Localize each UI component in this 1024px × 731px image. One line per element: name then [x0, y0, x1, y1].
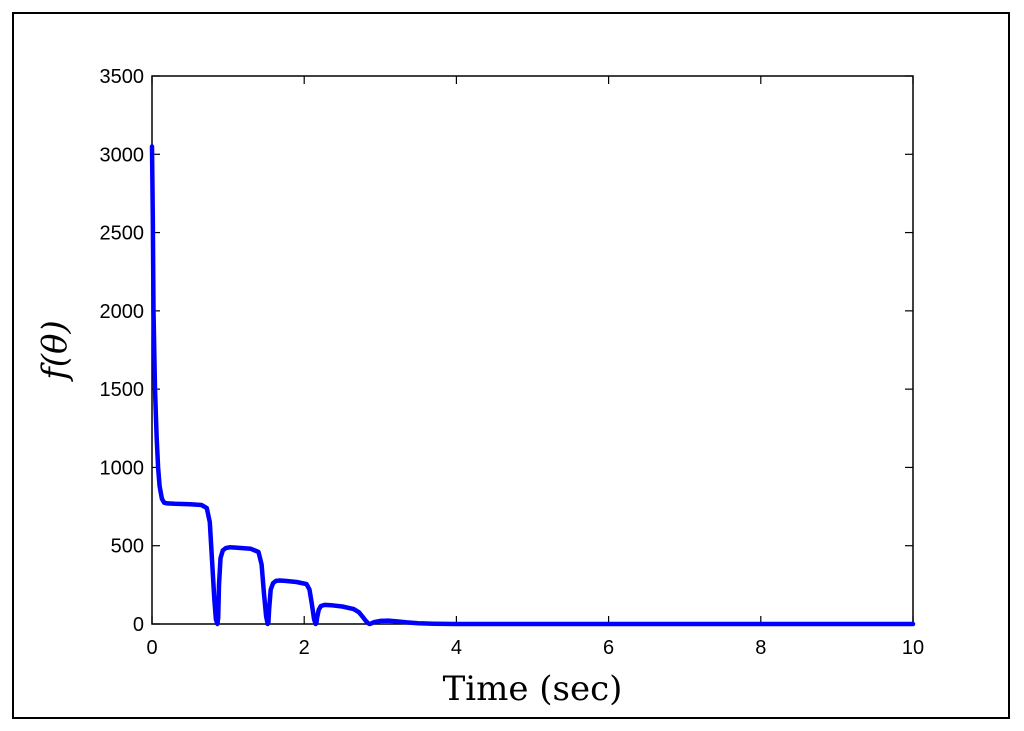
y-tick-label: 2000 [100, 301, 145, 323]
figure-frame [12, 12, 1010, 719]
y-tick-label: 3000 [100, 144, 145, 166]
x-tick-label: 4 [451, 637, 462, 659]
series-layer [149, 144, 916, 627]
axis-tick-labels: 0 2 4 6 8 10 0 500 1000 1500 2000 2500 3000 3500 [100, 66, 925, 659]
x-tick-label: 0 [146, 637, 157, 659]
plot-area-border [151, 75, 914, 625]
y-axis-label: f(θ) [35, 320, 75, 383]
x-tick-label: 8 [755, 637, 766, 659]
x-axis-label: Time (sec) [443, 669, 623, 709]
x-tick-label: 6 [603, 637, 614, 659]
y-tick-label: 500 [111, 536, 144, 558]
y-tick-label: 1500 [100, 379, 145, 401]
y-tick-label: 3500 [100, 66, 145, 88]
series-line-0 [149, 144, 916, 627]
x-tick-label: 10 [902, 637, 924, 659]
x-tick-label: 2 [299, 637, 310, 659]
y-tick-label: 2500 [100, 223, 145, 245]
y-tick-label: 0 [133, 614, 144, 636]
y-tick-label: 1000 [100, 457, 145, 479]
axes [151, 75, 914, 625]
axis-ticks [151, 75, 914, 625]
